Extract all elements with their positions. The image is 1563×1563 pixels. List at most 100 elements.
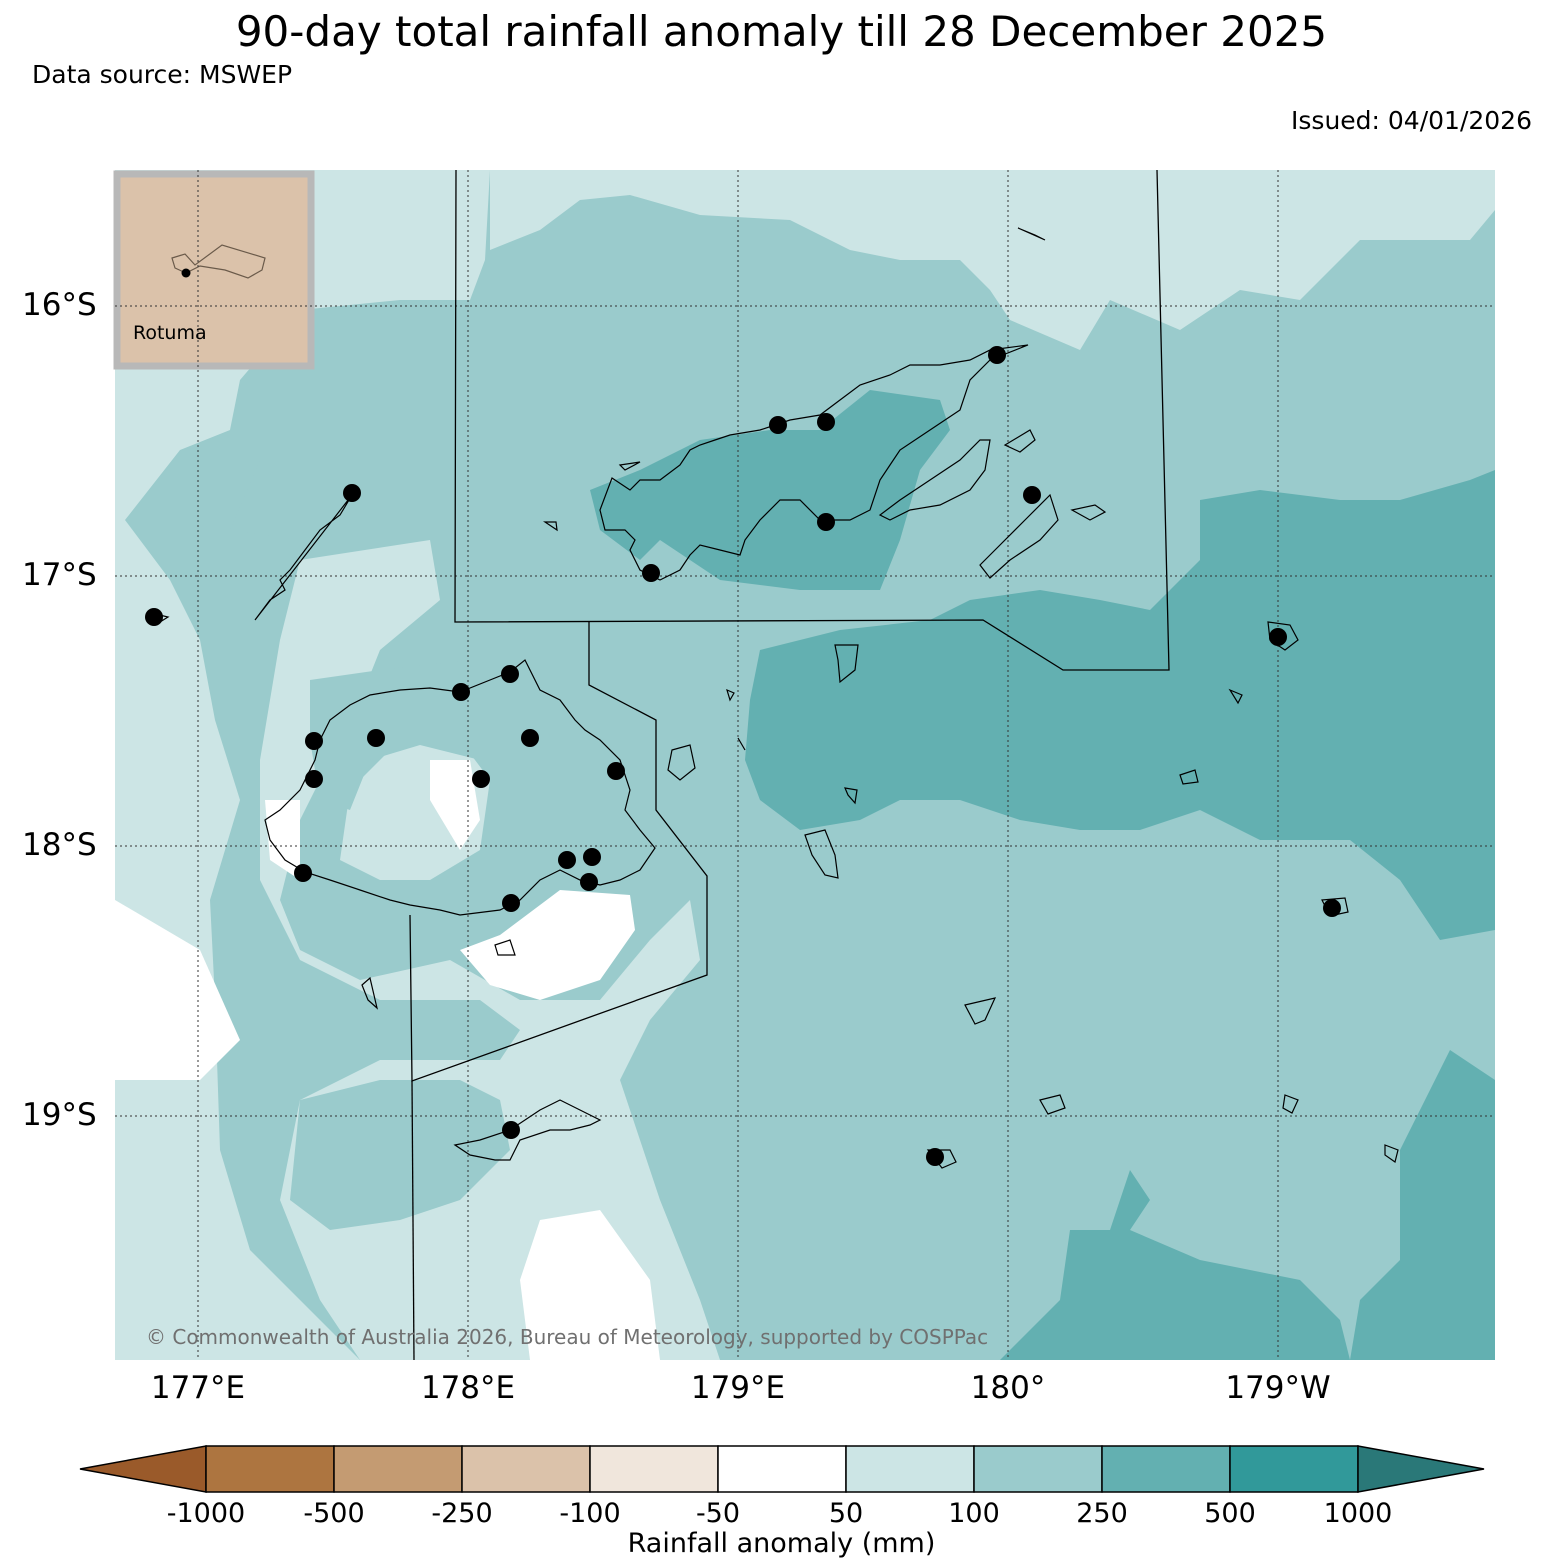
western-boundary bbox=[411, 1080, 415, 1361]
cb-tick-8: 250 bbox=[1076, 1498, 1128, 1529]
inset-frame bbox=[113, 170, 315, 370]
stations bbox=[145, 346, 1341, 1166]
cb-bin-5 bbox=[717, 1445, 847, 1493]
station-nausori-north bbox=[607, 762, 625, 780]
station-nadarivatu bbox=[521, 729, 539, 747]
station-navua bbox=[502, 894, 520, 912]
lat-label-19s: 19°S bbox=[22, 1097, 97, 1133]
station-monasavu bbox=[472, 770, 490, 788]
colorbar bbox=[79, 1445, 1485, 1493]
coast-lakeba bbox=[1179, 769, 1199, 785]
division-boundaries bbox=[409, 169, 1170, 1361]
copyright-notice: © Commonwealth of Australia 2026, Bureau… bbox=[146, 1325, 989, 1349]
lat-label-17s: 17°S bbox=[22, 557, 97, 593]
lon-label-179e: 179°E bbox=[690, 1370, 786, 1406]
cb-bin-4 bbox=[589, 1445, 719, 1493]
cb-tick-10: 1000 bbox=[1323, 1498, 1393, 1529]
band-white-1 bbox=[430, 760, 480, 850]
coast-nairai bbox=[844, 787, 858, 805]
station-savusavu bbox=[817, 513, 835, 531]
anomaly-field bbox=[115, 170, 1495, 1360]
map-title: 90-day total rainfall anomaly till 28 De… bbox=[235, 7, 1328, 56]
band-250-500-far-southeast bbox=[1350, 1050, 1495, 1360]
station-penang bbox=[452, 683, 470, 701]
cb-bin-8 bbox=[1101, 1445, 1231, 1493]
station-lakeba bbox=[1323, 899, 1341, 917]
band-100-250-kadavu bbox=[290, 1080, 510, 1230]
station-nadi bbox=[305, 770, 323, 788]
station-bua bbox=[642, 564, 660, 582]
coast-lau-north bbox=[979, 493, 1059, 579]
lon-label-179w: 179°W bbox=[1225, 1370, 1331, 1406]
coast-viti-levu bbox=[264, 659, 656, 916]
data-source: Data source: MSWEP bbox=[32, 60, 293, 89]
station-matei bbox=[1023, 486, 1041, 504]
cb-tick-3: -250 bbox=[431, 1498, 493, 1529]
lon-label-180: 180° bbox=[970, 1370, 1046, 1406]
coastlines bbox=[146, 227, 1399, 1169]
coast-small-b bbox=[618, 461, 641, 471]
coast-vanuabalavu bbox=[1070, 504, 1107, 521]
coast-gau bbox=[804, 829, 839, 879]
station-navua-west bbox=[558, 851, 576, 869]
coast-yasawa bbox=[254, 494, 353, 621]
cb-tick-7: 100 bbox=[948, 1498, 1000, 1529]
coast-vanua-levu bbox=[599, 344, 1029, 581]
cb-bin-3 bbox=[461, 1445, 591, 1493]
band-250-500-southeast bbox=[1000, 1170, 1350, 1360]
cb-bin-1 bbox=[205, 1445, 335, 1493]
lat-label-16s: 16°S bbox=[22, 287, 97, 323]
station-kadavu bbox=[502, 1121, 520, 1139]
station-nausori bbox=[583, 848, 601, 866]
issued-date: Issued: 04/01/2026 bbox=[1291, 106, 1532, 135]
coast-moala bbox=[1282, 1094, 1299, 1114]
cb-extend-high bbox=[1357, 1445, 1485, 1493]
lon-label-177e: 177°E bbox=[150, 1370, 246, 1406]
station-yasawa bbox=[343, 484, 361, 502]
station-rakiraki bbox=[501, 665, 519, 683]
coast-makogai bbox=[726, 688, 735, 702]
band-white-4 bbox=[115, 900, 240, 1080]
graticule bbox=[115, 170, 1495, 1360]
central-eastern-boundary bbox=[409, 622, 708, 1082]
coast-wakaya bbox=[737, 737, 746, 751]
coast-qamea bbox=[1003, 429, 1036, 453]
coast-cikobia bbox=[1017, 227, 1046, 241]
station-ba bbox=[367, 729, 385, 747]
coast-taveuni bbox=[878, 439, 991, 521]
cb-tick-1: -1000 bbox=[166, 1498, 246, 1529]
band-100-250-nw-arc bbox=[310, 660, 550, 810]
cb-bin-9 bbox=[1229, 1445, 1359, 1493]
cb-extend-low bbox=[79, 1445, 207, 1493]
station-labasa bbox=[817, 413, 835, 431]
cb-bin-6 bbox=[845, 1445, 975, 1493]
coast-vatulele bbox=[361, 976, 379, 1010]
rotuma-inset bbox=[113, 170, 315, 370]
cb-tick-2: -500 bbox=[303, 1498, 365, 1529]
station-lautoka bbox=[305, 732, 323, 750]
station-labasa-west bbox=[769, 416, 787, 434]
band-50-100-north bbox=[490, 170, 1495, 350]
band-white-2 bbox=[460, 890, 635, 1000]
coast-lau-4 bbox=[1039, 1094, 1066, 1115]
station-vanuabalavu bbox=[1269, 628, 1287, 646]
coast-beqa bbox=[494, 939, 516, 956]
station-suva bbox=[580, 873, 598, 891]
northern-division-boundary bbox=[454, 169, 1170, 671]
inset-label: Rotuma bbox=[133, 322, 207, 344]
lon-label-178e: 178°E bbox=[420, 1370, 516, 1406]
coast-kabara bbox=[1384, 1144, 1399, 1163]
colorbar-title: Rainfall anomaly (mm) bbox=[627, 1528, 936, 1559]
coast-small-a bbox=[543, 521, 558, 532]
lat-label-18s: 18°S bbox=[22, 827, 97, 863]
band-250-500-east bbox=[745, 470, 1495, 940]
station-udu-point bbox=[988, 346, 1006, 364]
cb-bin-7 bbox=[973, 1445, 1103, 1493]
cb-bin-2 bbox=[333, 1445, 463, 1493]
coast-koro bbox=[834, 644, 859, 684]
band-250-500-vanualevu bbox=[590, 390, 950, 590]
band-white-5 bbox=[520, 1210, 660, 1360]
cb-tick-5: -50 bbox=[695, 1498, 741, 1529]
station-sigatoka bbox=[294, 864, 312, 882]
